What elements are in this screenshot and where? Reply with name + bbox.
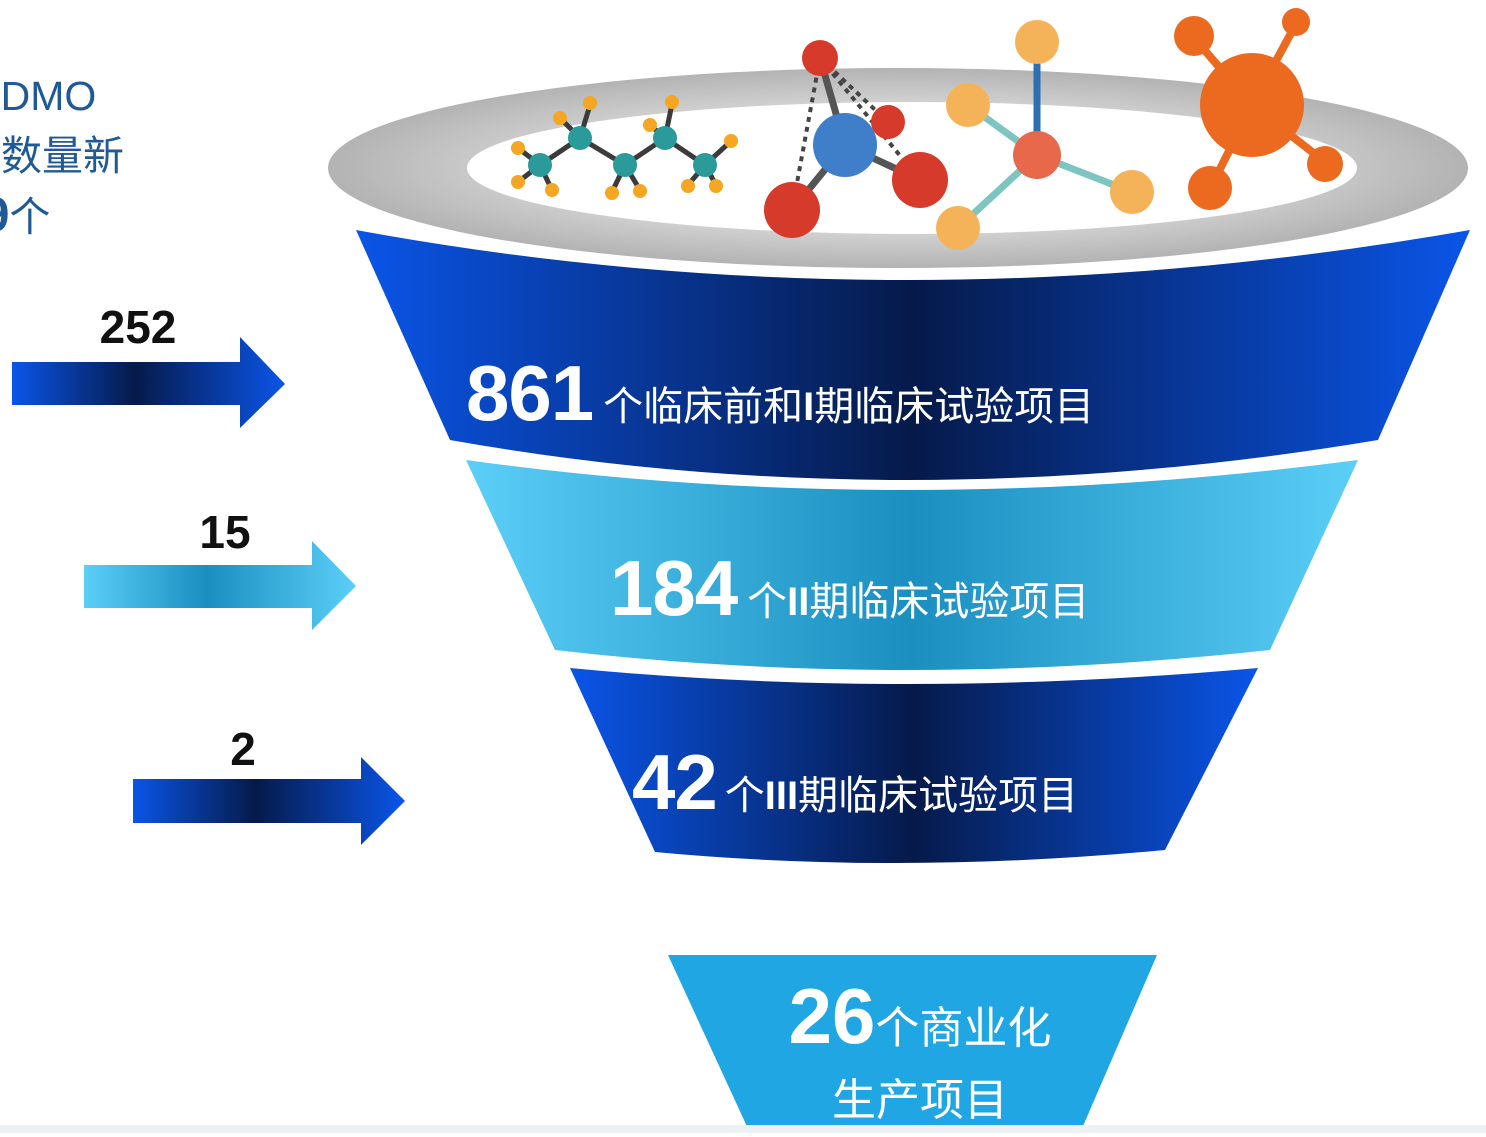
- arrow-2: [84, 541, 356, 630]
- intro-line-1: 药CDMO: [0, 73, 97, 119]
- molecule-oxygen-icon: [764, 40, 948, 238]
- intro-line-3: 69个: [0, 189, 51, 242]
- funnel-band-3: [570, 668, 1258, 864]
- stage-1-label: 861 个临床前和 I 期临床试验项目: [466, 349, 1095, 437]
- stage-2-label: 184 个 II 期临床试验项目: [610, 544, 1090, 632]
- arrow-3-value: 2: [230, 723, 256, 775]
- stage-4-count: 26: [788, 972, 876, 1060]
- arrow-2-value: 15: [199, 506, 251, 558]
- funnel-bottom: [668, 955, 1157, 1133]
- arrow-3: [133, 757, 405, 845]
- stage-4-line-1: 26个商业化: [788, 972, 1052, 1060]
- stage-3-count: 42: [632, 738, 718, 826]
- arrow-1: [12, 337, 285, 428]
- stage-3-label: 42 个 III 期临床试验项目: [632, 738, 1079, 826]
- molecule-virus-icon: [1174, 8, 1343, 210]
- intro-line-2: 子数量新: [0, 132, 124, 180]
- stage-4-line-2: 生产项目: [832, 1075, 1008, 1126]
- arrow-1-value: 252: [99, 301, 177, 353]
- stage-1-count: 861: [466, 349, 594, 437]
- stage-2-count: 184: [610, 544, 738, 632]
- funnel-band-2: [466, 460, 1358, 670]
- molecule-chain-icon: [511, 95, 738, 200]
- footer-bar: [0, 1125, 1486, 1133]
- intro-text: 药CDMO 子数量新 69个: [0, 66, 124, 247]
- molecule-branch-icon: [936, 20, 1154, 250]
- stage-4-label: 26个商业化 生产项目: [730, 972, 1110, 1137]
- funnel-band-1: [356, 230, 1470, 480]
